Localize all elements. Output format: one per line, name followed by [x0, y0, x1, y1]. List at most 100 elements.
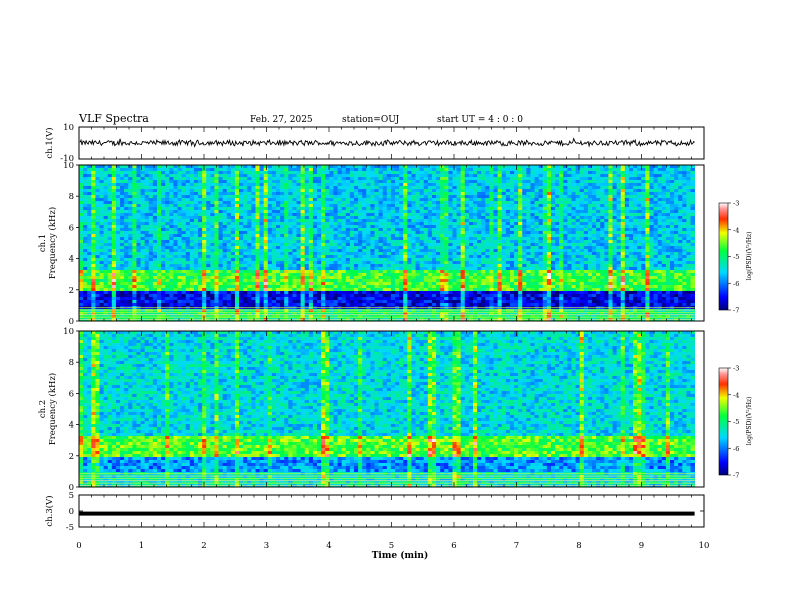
spectrogram-cell	[382, 240, 388, 244]
spectrogram-cell	[148, 252, 154, 256]
spectrogram-cell	[378, 174, 384, 178]
spectrogram-cell	[341, 243, 347, 247]
spectrogram-cell	[185, 192, 191, 196]
spectrogram-cell	[353, 216, 359, 220]
spectrogram-cell	[152, 228, 158, 232]
spectrogram-cell	[399, 201, 404, 205]
spectrogram-cell	[444, 177, 449, 181]
spectrogram-cell	[300, 216, 306, 220]
spectrogram-cell	[276, 288, 281, 292]
spectrogram-cell	[321, 177, 326, 181]
spectrogram-cell	[247, 309, 252, 313]
spectrogram-cell	[239, 264, 244, 268]
spectrogram-cell	[189, 168, 195, 172]
spectrogram-cell	[276, 168, 281, 172]
spectrogram-cell	[148, 264, 154, 268]
spectrogram-cell	[259, 195, 265, 199]
spectrogram-cell	[337, 315, 343, 319]
spectrogram-cell	[341, 228, 347, 232]
spectrogram-cell	[399, 234, 404, 238]
spectrogram-cell	[156, 213, 162, 217]
spectrogram-cell	[280, 225, 285, 229]
spectrogram-cell	[111, 204, 117, 208]
spectrogram-cell	[185, 285, 191, 289]
spectrogram-cell	[284, 189, 289, 193]
spectrogram-cell	[87, 285, 92, 289]
spectrogram-cell	[111, 264, 117, 268]
spectrogram-cell	[83, 282, 88, 286]
spectrogram-cell	[214, 177, 219, 181]
spectrogram-cell	[271, 246, 277, 250]
spectrogram-cell	[382, 201, 388, 205]
spectrogram-cell	[165, 312, 170, 316]
spectrogram-cell	[177, 312, 182, 316]
spectrogram-cell	[218, 288, 224, 292]
spectrogram-cell	[91, 177, 96, 181]
spectrogram-cell	[111, 246, 117, 250]
spectrogram-cell	[440, 180, 445, 184]
spectrogram-cell	[304, 315, 310, 319]
spectrogram-cell	[296, 282, 302, 286]
spectrogram-cell	[177, 300, 182, 304]
spectrogram-cell	[230, 228, 236, 232]
spectrogram-cell	[243, 240, 248, 244]
spectrogram-cell	[103, 270, 109, 274]
spectrogram-cell	[460, 216, 466, 220]
spectrogram-cell	[456, 171, 462, 175]
spectrogram-cell	[251, 312, 256, 316]
spectrogram-cell	[169, 174, 174, 178]
spectrogram-cell	[107, 282, 113, 286]
spectrogram-cell	[456, 309, 462, 313]
spectrogram-cell	[321, 279, 326, 283]
spectrogram-cell	[296, 213, 302, 217]
spectrogram-cell	[173, 210, 178, 214]
spectrogram-cell	[440, 297, 445, 301]
spectrogram-cell	[128, 222, 133, 226]
spectrogram-cell	[362, 288, 367, 292]
spectrogram-cell	[337, 267, 343, 271]
spectrogram-cell	[456, 255, 462, 259]
spectrogram-cell	[296, 279, 302, 283]
spectrogram-cell	[329, 183, 334, 187]
spectrogram-cell	[292, 261, 297, 265]
spectrogram-cell	[333, 273, 338, 277]
spectrogram-cell	[193, 237, 199, 241]
spectrogram-cell	[456, 312, 462, 316]
spectrogram-cell	[366, 177, 371, 181]
spectrogram-cell	[95, 237, 100, 241]
spectrogram-cell	[329, 303, 334, 307]
spectrogram-cell	[353, 207, 359, 211]
spectrogram-cell	[456, 315, 462, 319]
spectrogram-cell	[206, 267, 211, 271]
spectrogram-cell	[366, 210, 371, 214]
spectrogram-cell	[95, 315, 100, 319]
spectrogram-cell	[87, 186, 92, 190]
spectrogram-cell	[243, 210, 248, 214]
spectrogram-cell	[132, 261, 137, 265]
spectrogram-cell	[91, 222, 96, 226]
spectrogram-cell	[280, 171, 285, 175]
spectrogram-cell	[407, 186, 412, 190]
spectrogram-cell	[214, 279, 219, 283]
spectrogram-cell	[415, 171, 421, 175]
spectrogram-cell	[378, 171, 384, 175]
spectrogram-cell	[103, 288, 109, 292]
spectrogram-cell	[280, 252, 285, 256]
spectrogram-cell	[226, 273, 232, 277]
spectrogram-cell	[267, 222, 273, 226]
spectrogram-cell	[259, 246, 265, 250]
spectrogram-cell	[341, 261, 347, 265]
spectrogram-cell	[247, 258, 252, 262]
spectrogram-cell	[198, 192, 203, 196]
spectrogram-cell	[300, 303, 306, 307]
spectrogram-cell	[321, 261, 326, 265]
spectrogram-cell	[411, 267, 416, 271]
spectrogram-cell	[276, 285, 281, 289]
spectrogram-cell	[120, 186, 125, 190]
spectrogram-cell	[181, 291, 187, 295]
spectrogram-cell	[436, 213, 441, 217]
spectrogram-cell	[87, 297, 92, 301]
spectrogram-cell	[370, 315, 375, 319]
spectrogram-cell	[251, 183, 256, 187]
spectrogram-cell	[284, 246, 289, 250]
